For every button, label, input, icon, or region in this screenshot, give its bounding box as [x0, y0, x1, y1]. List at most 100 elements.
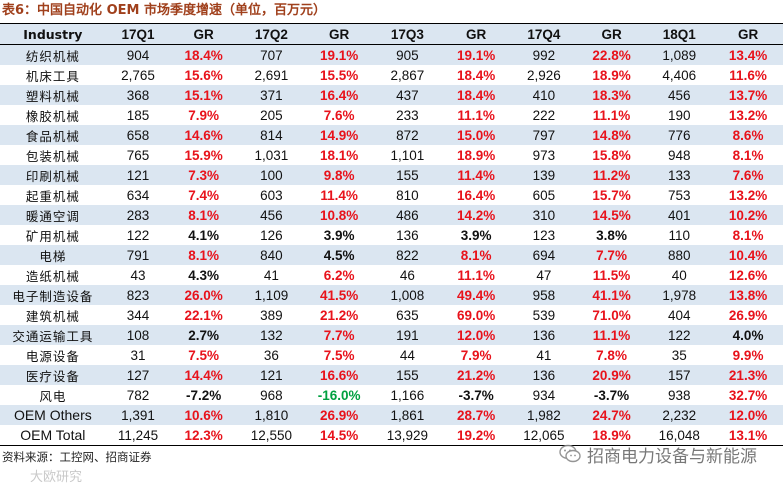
value-cell: 456: [645, 85, 714, 105]
wechat-icon: [559, 444, 581, 463]
growth-rate-cell: 13.2%: [713, 185, 783, 205]
growth-rate-cell: 10.4%: [713, 245, 783, 265]
growth-rate-cell: 19.2%: [442, 425, 510, 446]
header-gr: GR: [442, 23, 510, 45]
table-row: 食品机械 658 14.6% 814 14.9% 872 15.0% 797 14.8% 776 8…: [0, 125, 783, 145]
value-cell: 938: [645, 385, 714, 405]
value-cell: 1,089: [645, 44, 714, 65]
growth-rate-cell: 10.6%: [170, 405, 238, 425]
growth-rate-cell: 15.8%: [577, 145, 646, 165]
growth-rate-cell: 18.9%: [442, 145, 510, 165]
value-cell: 814: [237, 125, 306, 145]
industry-cell: 印刷机械: [0, 165, 106, 185]
value-cell: 1,109: [237, 285, 306, 305]
growth-rate-cell: 15.5%: [305, 65, 373, 85]
table-row: OEM Others 1,391 10.6% 1,810 26.9% 1,861 28.7%…: [0, 405, 783, 425]
value-cell: 44: [372, 345, 443, 365]
growth-rate-cell: 11.1%: [442, 105, 510, 125]
growth-rate-cell: 4.0%: [713, 325, 783, 345]
value-cell: 776: [645, 125, 714, 145]
value-cell: 139: [509, 165, 578, 185]
header-industry: Industry: [0, 23, 106, 45]
growth-rate-cell: 4.3%: [170, 265, 238, 285]
table-row: 电子制造设备 823 26.0% 1,109 41.5% 1,008 49.4% 958 41.…: [0, 285, 783, 305]
growth-rate-cell: 41.5%: [305, 285, 373, 305]
value-cell: 190: [645, 105, 714, 125]
value-cell: 136: [509, 325, 578, 345]
growth-rate-cell: 16.6%: [305, 365, 373, 385]
industry-cell: 起重机械: [0, 185, 106, 205]
growth-rate-cell: 26.9%: [713, 305, 783, 325]
growth-rate-cell: 7.8%: [577, 345, 646, 365]
industry-cell: OEM Others: [0, 405, 106, 425]
header-quarter: 17Q4: [509, 23, 578, 45]
header-gr: GR: [170, 23, 238, 45]
value-cell: 121: [237, 365, 306, 385]
growth-rate-cell: 11.6%: [713, 65, 783, 85]
value-cell: 822: [372, 245, 443, 265]
value-cell: 694: [509, 245, 578, 265]
value-cell: 222: [509, 105, 578, 125]
value-cell: 4,406: [645, 65, 714, 85]
value-cell: 132: [237, 325, 306, 345]
growth-rate-cell: 14.6%: [170, 125, 238, 145]
growth-rate-cell: 7.3%: [170, 165, 238, 185]
table-body: 纺织机械 904 18.4% 707 19.1% 905 19.1% 992 22.8% 1,08…: [0, 44, 783, 446]
growth-rate-cell: 21.2%: [442, 365, 510, 385]
value-cell: 13,929: [372, 425, 443, 446]
growth-rate-cell: 8.1%: [713, 145, 783, 165]
value-cell: 880: [645, 245, 714, 265]
table-row: 塑料机械 368 15.1% 371 16.4% 437 18.4% 410 18.3% 456 1…: [0, 85, 783, 105]
growth-rate-cell: 15.6%: [170, 65, 238, 85]
growth-rate-cell: 11.4%: [442, 165, 510, 185]
growth-rate-cell: 12.0%: [713, 405, 783, 425]
growth-rate-cell: 8.1%: [442, 245, 510, 265]
growth-rate-cell: 11.4%: [305, 185, 373, 205]
growth-rate-cell: -3.7%: [577, 385, 646, 405]
growth-rate-cell: 13.4%: [713, 44, 783, 65]
table-row: OEM Total 11,245 12.3% 12,550 14.5% 13,929 19.…: [0, 425, 783, 446]
value-cell: 658: [105, 125, 171, 145]
growth-rate-cell: 13.8%: [713, 285, 783, 305]
industry-cell: 橡胶机械: [0, 105, 106, 125]
growth-rate-cell: 14.5%: [577, 205, 646, 225]
value-cell: 1,978: [645, 285, 714, 305]
value-cell: 122: [105, 225, 171, 245]
industry-cell: 塑料机械: [0, 85, 106, 105]
table-row: 医疗设备 127 14.4% 121 16.6% 155 21.2% 136 20.9% 157 2…: [0, 365, 783, 385]
growth-rate-cell: 7.6%: [305, 105, 373, 125]
value-cell: 46: [372, 265, 443, 285]
value-cell: 635: [372, 305, 443, 325]
industry-cell: 医疗设备: [0, 365, 106, 385]
header-gr: GR: [577, 23, 646, 45]
value-cell: 121: [105, 165, 171, 185]
value-cell: 782: [105, 385, 171, 405]
growth-rate-cell: 10.8%: [305, 205, 373, 225]
growth-rate-cell: 41.1%: [577, 285, 646, 305]
growth-rate-cell: 26.0%: [170, 285, 238, 305]
value-cell: 2,232: [645, 405, 714, 425]
header-quarter: 18Q1: [645, 23, 714, 45]
growth-rate-cell: 10.2%: [713, 205, 783, 225]
value-cell: 35: [645, 345, 714, 365]
value-cell: 603: [237, 185, 306, 205]
industry-cell: 电子制造设备: [0, 285, 106, 305]
growth-rate-cell: 12.6%: [713, 265, 783, 285]
growth-rate-cell: 7.6%: [713, 165, 783, 185]
growth-rate-cell: 7.9%: [170, 105, 238, 125]
value-cell: 539: [509, 305, 578, 325]
table-row: 电源设备 31 7.5% 36 7.5% 44 7.9% 41 7.8% 35 9.9%: [0, 345, 783, 365]
table-row: 橡胶机械 185 7.9% 205 7.6% 233 11.1% 222 11.1% 190 13.…: [0, 105, 783, 125]
growth-rate-cell: 7.7%: [305, 325, 373, 345]
value-cell: 2,691: [237, 65, 306, 85]
growth-rate-cell: 19.1%: [442, 44, 510, 65]
value-cell: 973: [509, 145, 578, 165]
value-cell: 605: [509, 185, 578, 205]
table-row: 交通运输工具 108 2.7% 132 7.7% 191 12.0% 136 11.1% 122 4…: [0, 325, 783, 345]
industry-cell: 风电: [0, 385, 106, 405]
growth-rate-cell: 6.2%: [305, 265, 373, 285]
industry-cell: 建筑机械: [0, 305, 106, 325]
growth-rate-cell: 49.4%: [442, 285, 510, 305]
table-row: 矿用机械 122 4.1% 126 3.9% 136 3.9% 123 3.8% 110 8.1%: [0, 225, 783, 245]
value-cell: 205: [237, 105, 306, 125]
